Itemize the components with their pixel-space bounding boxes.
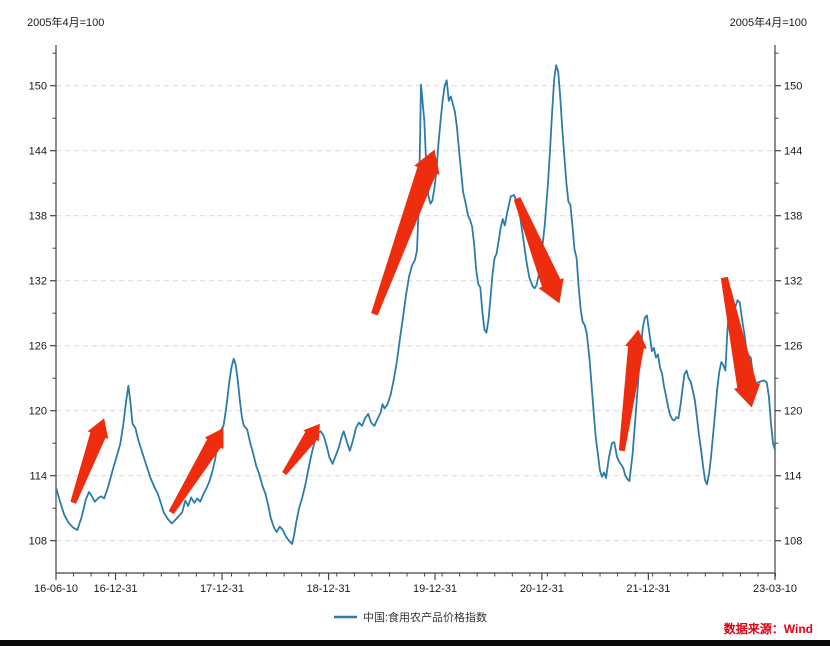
x-axis-tick-label: 16-12-31: [94, 583, 138, 595]
x-axis-tick-label: 21-12-31: [626, 583, 670, 595]
x-axis-tick-label: 18-12-31: [307, 583, 351, 595]
y-axis-tick-label: 114: [29, 471, 47, 483]
price-index-line: [55, 64, 776, 545]
x-axis-tick-label: 23-03-10: [753, 583, 797, 595]
price-line-series: [55, 64, 776, 545]
data-source-label: 数据来源：Wind: [724, 621, 813, 636]
axes: 108 108 114 114 120 120 126 126 132 132 138 138 144 1…: [29, 45, 802, 595]
trend-arrows: [70, 149, 761, 515]
y-axis-tick-label: 120: [784, 406, 802, 418]
legend-series-label: 中国:食用农产品价格指数: [363, 610, 487, 624]
y-axis-tick-label: 126: [784, 341, 802, 353]
left-axis-unit-label: 2005年4月=100: [27, 15, 104, 29]
y-axis-tick-label: 120: [29, 406, 47, 418]
y-axis-tick-label: 138: [29, 211, 47, 223]
y-axis-tick-label: 132: [784, 276, 802, 288]
x-axis-tick-label: 17-12-31: [200, 583, 244, 595]
x-axis-tick-label: 19-12-31: [413, 583, 457, 595]
y-axis-tick-label: 132: [29, 276, 47, 288]
y-axis-tick-label: 108: [29, 536, 47, 548]
trend-arrow-up-icon: [282, 423, 320, 475]
y-axis-tick-label: 126: [29, 341, 47, 353]
trend-arrow-up-icon: [168, 428, 224, 515]
trend-arrow-up-icon: [618, 329, 647, 452]
right-axis-unit-label: 2005年4月=100: [730, 15, 807, 29]
y-axis-tick-label: 144: [29, 146, 47, 158]
y-axis-tick-label: 108: [784, 536, 802, 548]
x-axis-tick-label: 16-06-10: [34, 583, 78, 595]
trend-arrow-down-icon: [513, 197, 564, 304]
chart-labels: 2005年4月=100 2005年4月=100 中国:食用农产品价格指数 数据来…: [27, 15, 813, 636]
trend-arrow-down-icon: [720, 276, 761, 408]
y-axis-tick-label: 144: [784, 146, 802, 158]
x-axis-tick-label: 20-12-31: [520, 583, 564, 595]
y-axis-tick-label: 150: [29, 81, 47, 93]
gridlines: [56, 85, 775, 542]
bottom-window-bar: [0, 640, 830, 646]
y-axis-tick-label: 150: [784, 81, 802, 93]
trend-arrow-up-icon: [70, 418, 109, 504]
y-axis-tick-label: 114: [784, 471, 802, 483]
trend-arrow-up-icon: [371, 149, 440, 316]
y-axis-tick-label: 138: [784, 211, 802, 223]
